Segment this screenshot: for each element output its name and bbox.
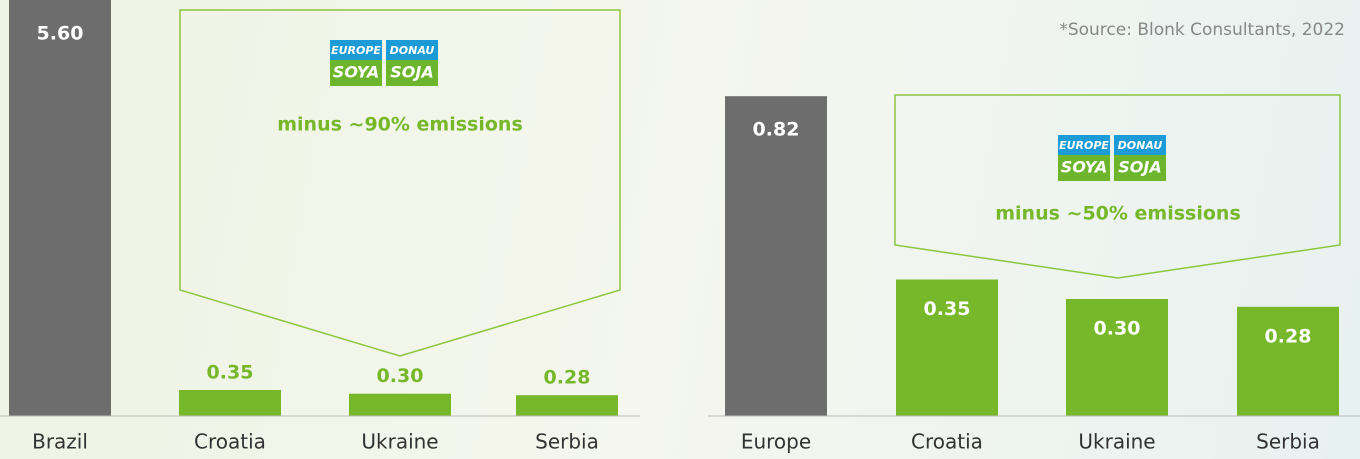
bar: [725, 96, 827, 416]
value-label: 0.82: [753, 119, 800, 141]
logo-box: [330, 40, 382, 60]
logo-box: [1058, 135, 1110, 155]
value-label: 5.60: [37, 23, 84, 45]
bar: [896, 279, 998, 416]
logo-text: SOJA: [390, 63, 433, 82]
callout: [894, 94, 1341, 279]
logo-text: SOJA: [1118, 158, 1161, 177]
logo-text: EUROPE: [1059, 139, 1109, 152]
bar: [1066, 299, 1168, 416]
bar: [1237, 306, 1339, 416]
value-label: 0.35: [207, 362, 254, 384]
annotation: minus ~90% emissions: [277, 114, 523, 136]
logo-text: SOYA: [333, 63, 379, 82]
source: *Source: Blonk Consultants, 2022: [1059, 20, 1345, 40]
x-tick-label: Europe: [741, 430, 811, 454]
bar: [516, 395, 618, 416]
x-tick-label: Ukraine: [1078, 430, 1155, 454]
bar: [179, 390, 281, 416]
x-tick-label: Serbia: [535, 430, 599, 454]
callout: [179, 9, 621, 357]
value-label: 0.28: [1265, 325, 1312, 347]
logo-text: DONAU: [390, 44, 435, 57]
bar: [349, 393, 451, 416]
value-label: 0.30: [1094, 318, 1141, 340]
value-label: 0.30: [377, 365, 424, 387]
logo-box: [1114, 135, 1166, 155]
logo-text: SOYA: [1061, 158, 1107, 177]
annotation: minus ~50% emissions: [995, 203, 1241, 225]
logo-box: [386, 40, 438, 60]
x-tick-label: Ukraine: [361, 430, 438, 454]
x-tick-label: Croatia: [194, 430, 266, 454]
value-label: 0.35: [924, 298, 971, 320]
logo-text: DONAU: [1118, 139, 1163, 152]
x-tick-label: Croatia: [911, 430, 983, 454]
bar: [9, 0, 111, 416]
x-tick-label: Serbia: [1256, 430, 1320, 454]
x-tick-label: Brazil: [32, 430, 88, 454]
value-label: 0.28: [544, 367, 591, 389]
logo-text: EUROPE: [331, 44, 381, 57]
